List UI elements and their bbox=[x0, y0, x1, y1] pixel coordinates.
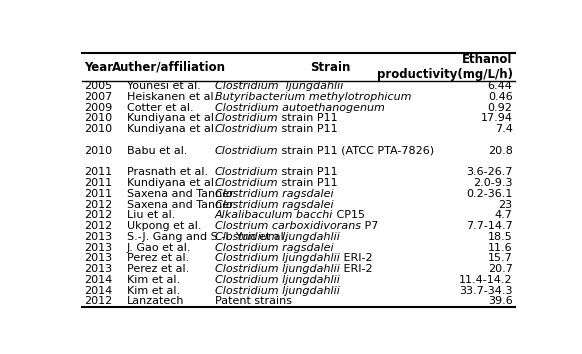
Text: 18.5: 18.5 bbox=[488, 232, 513, 242]
Text: 11.6: 11.6 bbox=[488, 242, 513, 253]
Text: 2014: 2014 bbox=[84, 286, 112, 296]
Text: Prasnath et al.: Prasnath et al. bbox=[127, 167, 208, 177]
Text: Kim et al.: Kim et al. bbox=[127, 275, 180, 285]
Text: 20.8: 20.8 bbox=[488, 145, 513, 156]
Text: Perez et al.: Perez et al. bbox=[127, 264, 189, 274]
Text: Clostridium ragsdalei: Clostridium ragsdalei bbox=[215, 242, 333, 253]
Text: Clostridium ljungdahlii: Clostridium ljungdahlii bbox=[215, 286, 340, 296]
Text: 0.46: 0.46 bbox=[488, 92, 513, 102]
Text: Saxena and Tanner: Saxena and Tanner bbox=[127, 189, 233, 199]
Text: 17.94: 17.94 bbox=[481, 113, 513, 123]
Text: 2012: 2012 bbox=[84, 297, 112, 307]
Text: 7.4: 7.4 bbox=[495, 124, 513, 134]
Text: ERI-2: ERI-2 bbox=[340, 264, 372, 274]
Text: Auther/affiliation: Auther/affiliation bbox=[112, 61, 226, 74]
Text: Clostridium ljungdahlii: Clostridium ljungdahlii bbox=[215, 275, 340, 285]
Text: Clostrium carboxidivorans: Clostrium carboxidivorans bbox=[215, 221, 361, 231]
Text: strain P11: strain P11 bbox=[278, 124, 338, 134]
Text: Patent strains: Patent strains bbox=[215, 297, 292, 307]
Text: Clostridium ljungdahlii: Clostridium ljungdahlii bbox=[215, 232, 340, 242]
Text: Cotter et al.: Cotter et al. bbox=[127, 103, 193, 113]
Text: Clostridium: Clostridium bbox=[215, 124, 278, 134]
Text: 2009: 2009 bbox=[84, 103, 112, 113]
Text: 33.7-34.3: 33.7-34.3 bbox=[459, 286, 513, 296]
Text: Lanzatech: Lanzatech bbox=[127, 297, 184, 307]
Text: Clostridium ljungdahlii: Clostridium ljungdahlii bbox=[215, 253, 340, 263]
Text: 0.92: 0.92 bbox=[488, 103, 513, 113]
Text: 7.7-14.7: 7.7-14.7 bbox=[466, 221, 513, 231]
Text: Year: Year bbox=[84, 61, 113, 74]
Text: 0.2-36.1: 0.2-36.1 bbox=[466, 189, 513, 199]
Text: Clostridium ragsdalei: Clostridium ragsdalei bbox=[215, 200, 333, 210]
Text: 2014: 2014 bbox=[84, 275, 112, 285]
Text: 2010: 2010 bbox=[84, 113, 112, 123]
Text: J. Gao et al.: J. Gao et al. bbox=[127, 242, 191, 253]
Text: 2011: 2011 bbox=[84, 178, 112, 188]
Text: 11.4-14.2: 11.4-14.2 bbox=[459, 275, 513, 285]
Text: Ethanol
productivity(mg/L/h): Ethanol productivity(mg/L/h) bbox=[377, 53, 513, 81]
Text: 39.6: 39.6 bbox=[488, 297, 513, 307]
Text: ERI-2: ERI-2 bbox=[340, 253, 372, 263]
Text: 2010: 2010 bbox=[84, 124, 112, 134]
Text: Alkalibaculum bacchi: Alkalibaculum bacchi bbox=[215, 210, 333, 220]
Text: Butyribacterium methylotrophicum: Butyribacterium methylotrophicum bbox=[215, 92, 411, 102]
Text: 4.7: 4.7 bbox=[495, 210, 513, 220]
Text: strain P11: strain P11 bbox=[278, 178, 338, 188]
Text: Clostridium: Clostridium bbox=[215, 178, 278, 188]
Text: strain P11: strain P11 bbox=[278, 167, 338, 177]
Text: Clostridium autoethanogenum: Clostridium autoethanogenum bbox=[215, 103, 385, 113]
Text: 2012: 2012 bbox=[84, 221, 112, 231]
Text: strain P11 (ATCC PTA-7826): strain P11 (ATCC PTA-7826) bbox=[278, 145, 435, 156]
Text: Liu et al.: Liu et al. bbox=[127, 210, 175, 220]
Text: 2005: 2005 bbox=[84, 81, 112, 91]
Text: Clostridium ragsdalei: Clostridium ragsdalei bbox=[215, 189, 333, 199]
Text: Kim et al.: Kim et al. bbox=[127, 286, 180, 296]
Text: S.-J. Gang and S.-I. Yun et al.: S.-J. Gang and S.-I. Yun et al. bbox=[127, 232, 288, 242]
Text: Clostridium ljungdahlii: Clostridium ljungdahlii bbox=[215, 264, 340, 274]
Text: Perez et al.: Perez et al. bbox=[127, 253, 189, 263]
Text: 3.6-26.7: 3.6-26.7 bbox=[466, 167, 513, 177]
Text: 20.7: 20.7 bbox=[488, 264, 513, 274]
Text: 23: 23 bbox=[498, 200, 513, 210]
Text: 2013: 2013 bbox=[84, 232, 112, 242]
Text: Younesi et al.: Younesi et al. bbox=[127, 81, 201, 91]
Text: 2012: 2012 bbox=[84, 200, 112, 210]
Text: Heiskanen et al.: Heiskanen et al. bbox=[127, 92, 217, 102]
Text: P7: P7 bbox=[361, 221, 378, 231]
Text: Clostridium: Clostridium bbox=[215, 113, 278, 123]
Text: Saxena and Tanner: Saxena and Tanner bbox=[127, 200, 233, 210]
Text: 2011: 2011 bbox=[84, 167, 112, 177]
Text: 15.7: 15.7 bbox=[488, 253, 513, 263]
Text: Babu et al.: Babu et al. bbox=[127, 145, 187, 156]
Text: 2012: 2012 bbox=[84, 210, 112, 220]
Text: Strain: Strain bbox=[310, 61, 350, 74]
Text: Clostridium  ljungdahlii: Clostridium ljungdahlii bbox=[215, 81, 343, 91]
Text: 2013: 2013 bbox=[84, 264, 112, 274]
Text: 6.44: 6.44 bbox=[488, 81, 513, 91]
Text: 2011: 2011 bbox=[84, 189, 112, 199]
Text: 2.0-9.3: 2.0-9.3 bbox=[473, 178, 513, 188]
Text: Kundiyana et al.: Kundiyana et al. bbox=[127, 113, 218, 123]
Text: CP15: CP15 bbox=[333, 210, 365, 220]
Text: Clostridium: Clostridium bbox=[215, 167, 278, 177]
Text: Kundiyana et al.: Kundiyana et al. bbox=[127, 178, 218, 188]
Text: 2013: 2013 bbox=[84, 242, 112, 253]
Text: Kundiyana et al.: Kundiyana et al. bbox=[127, 124, 218, 134]
Text: 2010: 2010 bbox=[84, 145, 112, 156]
Text: 2007: 2007 bbox=[84, 92, 112, 102]
Text: Ukpong et al.: Ukpong et al. bbox=[127, 221, 201, 231]
Text: 2013: 2013 bbox=[84, 253, 112, 263]
Text: strain P11: strain P11 bbox=[278, 113, 338, 123]
Text: Clostridium: Clostridium bbox=[215, 145, 278, 156]
